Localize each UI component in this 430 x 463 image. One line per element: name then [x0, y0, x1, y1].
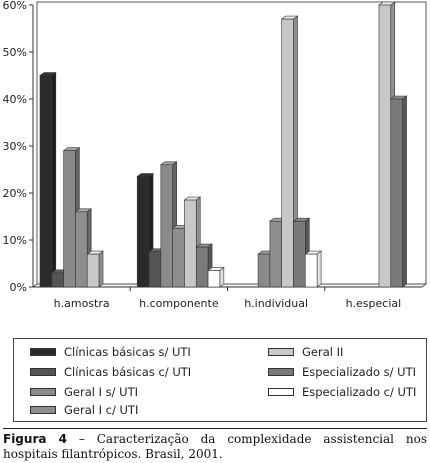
bar [294, 221, 306, 287]
legend-label: Geral I c/ UTI [64, 403, 138, 417]
caption-text: – Caracterização da complexidade assiste… [3, 432, 427, 461]
legend-item: Geral I s/ UTI [30, 383, 138, 401]
bar [258, 254, 270, 287]
legend-swatch [30, 388, 56, 396]
legend-label: Clínicas básicas s/ UTI [64, 345, 191, 359]
x-tick-label: h.amostra [54, 297, 110, 310]
legend-item: Clínicas básicas s/ UTI [30, 343, 191, 361]
bar [173, 228, 185, 287]
plot-back-wall [37, 2, 426, 284]
legend-swatch [30, 368, 56, 376]
x-tick-label: h.especial [346, 297, 402, 310]
y-tick-label: 10% [3, 234, 27, 247]
bar [52, 273, 64, 287]
legend-label: Clínicas básicas c/ UTI [64, 365, 191, 379]
x-tick-label: h.individual [244, 297, 308, 310]
y-tick-label: 30% [3, 140, 27, 153]
bar [196, 247, 208, 287]
y-tick-label: 50% [3, 46, 27, 59]
y-tick-label: 0% [10, 281, 27, 294]
bar-side [317, 251, 321, 287]
caption-top-rule [3, 428, 427, 429]
legend-label: Especializado c/ UTI [302, 385, 416, 399]
bar [75, 212, 87, 287]
bar-side [52, 73, 56, 288]
bar [64, 151, 76, 287]
bar [305, 254, 317, 287]
legend-item: Especializado c/ UTI [268, 383, 416, 401]
caption-label: Figura 4 [3, 432, 67, 446]
legend-swatch [30, 348, 56, 356]
figure-caption: Figura 4 – Caracterização da complexidad… [3, 432, 427, 461]
legend-swatch [268, 368, 294, 376]
bar [184, 200, 196, 287]
bar [208, 271, 220, 287]
bar-chart: 0% 10% 20% 30% 40% 50% 60% h.amostra h.component… [0, 0, 430, 335]
bar [161, 165, 173, 287]
y-tick-label: 60% [3, 0, 27, 12]
bar-side [403, 96, 407, 287]
bar [149, 252, 161, 287]
legend-label: Geral II [302, 345, 343, 359]
y-tick-label: 20% [3, 187, 27, 200]
legend-swatch [268, 388, 294, 396]
legend-item: Clínicas básicas c/ UTI [30, 363, 191, 381]
bar [137, 177, 149, 287]
bar [391, 99, 403, 287]
bar-side [99, 251, 103, 287]
chart-legend: Clínicas básicas s/ UTI Clínicas básicas … [13, 338, 427, 422]
bar [379, 5, 391, 287]
bar [87, 254, 99, 287]
bar [270, 221, 282, 287]
legend-item: Especializado s/ UTI [268, 363, 416, 381]
legend-swatch [268, 348, 294, 356]
x-tick-label: h.componente [139, 297, 219, 310]
legend-item: Geral I c/ UTI [30, 401, 138, 419]
legend-swatch [30, 406, 56, 414]
legend-label: Geral I s/ UTI [64, 385, 138, 399]
legend-item: Geral II [268, 343, 343, 361]
bar [40, 76, 52, 288]
bar [282, 19, 294, 287]
y-tick-label: 40% [3, 93, 27, 106]
legend-label: Especializado s/ UTI [302, 365, 416, 379]
